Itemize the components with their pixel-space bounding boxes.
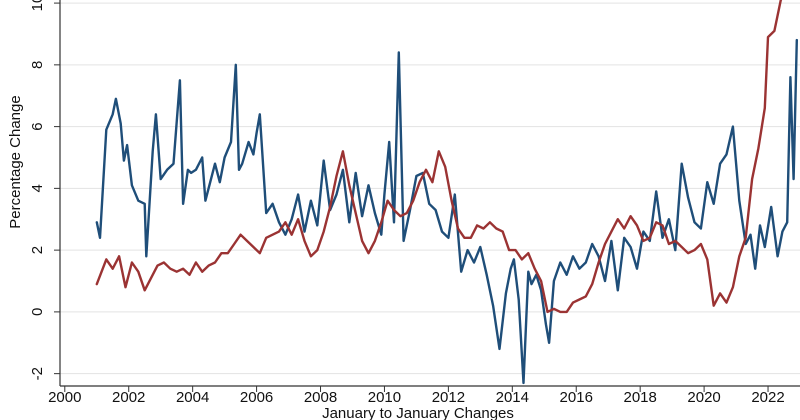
y-tick-label: 8 [29,61,46,69]
x-axis-ticks: 2000 2002 2004 2006 2008 2010 2012 2014 2016 2018… [48,386,785,406]
series-line-2 [95,0,783,314]
y-tick-label: 6 [29,122,46,130]
x-tick-label: 2022 [751,389,784,406]
x-tick-label: 2008 [304,389,337,406]
x-tick-label: 2016 [560,389,593,406]
series-layer [95,0,798,385]
x-tick-label: 2020 [687,389,720,406]
plot-area [60,0,800,386]
x-axis-title: January to January Changes [322,405,514,420]
x-tick-label: 2004 [176,389,209,406]
x-tick-label: 2000 [48,389,81,406]
y-axis-title: Percentage Change [7,95,24,228]
y-tick-label: -2 [29,367,46,380]
x-tick-label: 2002 [112,389,145,406]
y-tick-label: 4 [29,184,46,192]
series-line-1 [95,38,798,385]
x-tick-label: 2012 [432,389,465,406]
x-tick-label: 2010 [368,389,401,406]
x-tick-label: 2018 [623,389,656,406]
y-tick-label: 0 [29,308,46,316]
y-tick-label: 10 [29,0,46,11]
y-tick-label: 2 [29,246,46,254]
x-tick-label: 2014 [496,389,529,406]
y-axis-ticks: -2 0 2 4 6 8 10 [29,0,60,380]
x-tick-label: 2006 [240,389,273,406]
